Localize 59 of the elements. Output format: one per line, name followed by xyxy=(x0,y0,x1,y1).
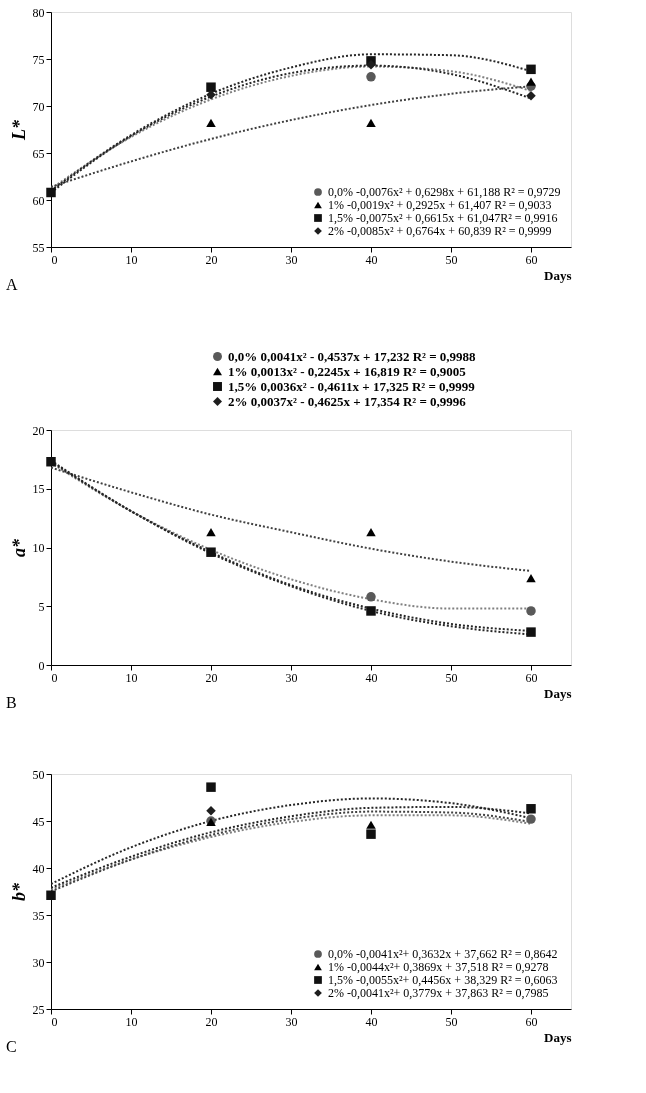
legend-label: 0,0% 0,0041x² - 0,4537x + 17,232 R² = 0,9988 xyxy=(228,348,477,364)
x-tick-label: 0 xyxy=(51,1014,58,1029)
y-tick-label: 50 xyxy=(32,767,45,782)
y-tick-label: 15 xyxy=(32,482,45,497)
x-tick-label: 50 xyxy=(445,252,458,267)
text: A xyxy=(6,276,18,293)
legend-label: 1,5% -0,0075x² + 0,6615x + 61,047R² = 0,9916 xyxy=(328,211,558,225)
legend-label: 2% -0,0041x²+ 0,3779x + 37,863 R² = 0,7985 xyxy=(328,986,549,1000)
y-axis-title: b* xyxy=(8,882,29,901)
y-tick-label: 75 xyxy=(32,52,45,67)
x-tick-label: 60 xyxy=(525,252,538,267)
y-tick-label: 0 xyxy=(38,658,45,673)
text: B xyxy=(6,694,17,711)
y-tick-label: 10 xyxy=(32,541,45,555)
x-tick-label: 40 xyxy=(365,252,378,267)
y-axis-title: a* xyxy=(8,538,29,557)
x-tick-label: 30 xyxy=(285,670,298,685)
x-tick-label: 0 xyxy=(51,670,58,685)
legend-label: 1% 0,0013x² - 0,2245x + 16,819 R² = 0,9005 xyxy=(228,363,467,379)
x-tick-label: 50 xyxy=(445,670,458,685)
x-tick-label: 20 xyxy=(205,1014,218,1029)
legend-label: 0,0% -0,0076x² + 0,6298x + 61,188 R² = 0,9729 xyxy=(328,185,561,199)
y-tick-label: 60 xyxy=(32,193,45,208)
x-tick-label: 10 xyxy=(125,252,138,267)
x-tick-label: 30 xyxy=(285,252,298,267)
y-tick-label: 5 xyxy=(38,599,45,614)
x-axis-title: Days xyxy=(544,1029,572,1045)
legend-label: 1% -0,0044x²+ 0,3869x + 37,518 R² = 0,9278 xyxy=(328,960,549,974)
y-tick-label: 55 xyxy=(32,240,45,255)
x-tick-label: 40 xyxy=(365,670,378,685)
legend-label: 2% 0,0037x² - 0,4625x + 17,354 R² = 0,9996 xyxy=(228,393,467,409)
y-axis-title: L* xyxy=(8,119,29,141)
y-tick-label: 20 xyxy=(32,423,45,438)
legend-label: 1,5% 0,0036x² - 0,4611x + 17,325 R² = 0,9999 xyxy=(228,378,476,394)
x-axis-title: Days xyxy=(544,685,572,701)
y-tick-label: 80 xyxy=(32,5,45,20)
y-tick-label: 45 xyxy=(32,814,45,829)
x-tick-label: 0 xyxy=(51,252,58,267)
x-tick-label: 20 xyxy=(205,670,218,685)
legend-label: 1,5% -0,0055x²+ 0,4456x + 38,329 R² = 0,6063 xyxy=(328,973,558,987)
y-tick-label: 25 xyxy=(32,1002,45,1017)
y-tick-label: 40 xyxy=(32,861,45,876)
legend-label: 1% -0,0019x² + 0,2925x + 61,407 R² = 0,9033 xyxy=(328,198,552,212)
text: C xyxy=(6,1038,17,1055)
x-tick-label: 60 xyxy=(525,1014,538,1029)
x-tick-label: 10 xyxy=(125,670,138,685)
x-axis-title: Days xyxy=(544,267,572,283)
legend-label: 0,0% -0,0041x²+ 0,3632x + 37,662 R² = 0,8642 xyxy=(328,947,558,961)
x-tick-label: 20 xyxy=(205,252,218,267)
x-tick-label: 30 xyxy=(285,1014,298,1029)
x-tick-label: 50 xyxy=(445,1014,458,1029)
y-tick-label: 30 xyxy=(32,955,45,970)
x-tick-label: 40 xyxy=(365,1014,378,1029)
x-tick-label: 10 xyxy=(125,1014,138,1029)
y-tick-label: 35 xyxy=(32,908,45,923)
x-tick-label: 60 xyxy=(525,670,538,685)
y-tick-label: 70 xyxy=(32,99,45,114)
legend-label: 2% -0,0085x² + 0,6764x + 60,839 R² = 0,9999 xyxy=(328,224,552,238)
y-tick-label: 65 xyxy=(32,146,45,161)
